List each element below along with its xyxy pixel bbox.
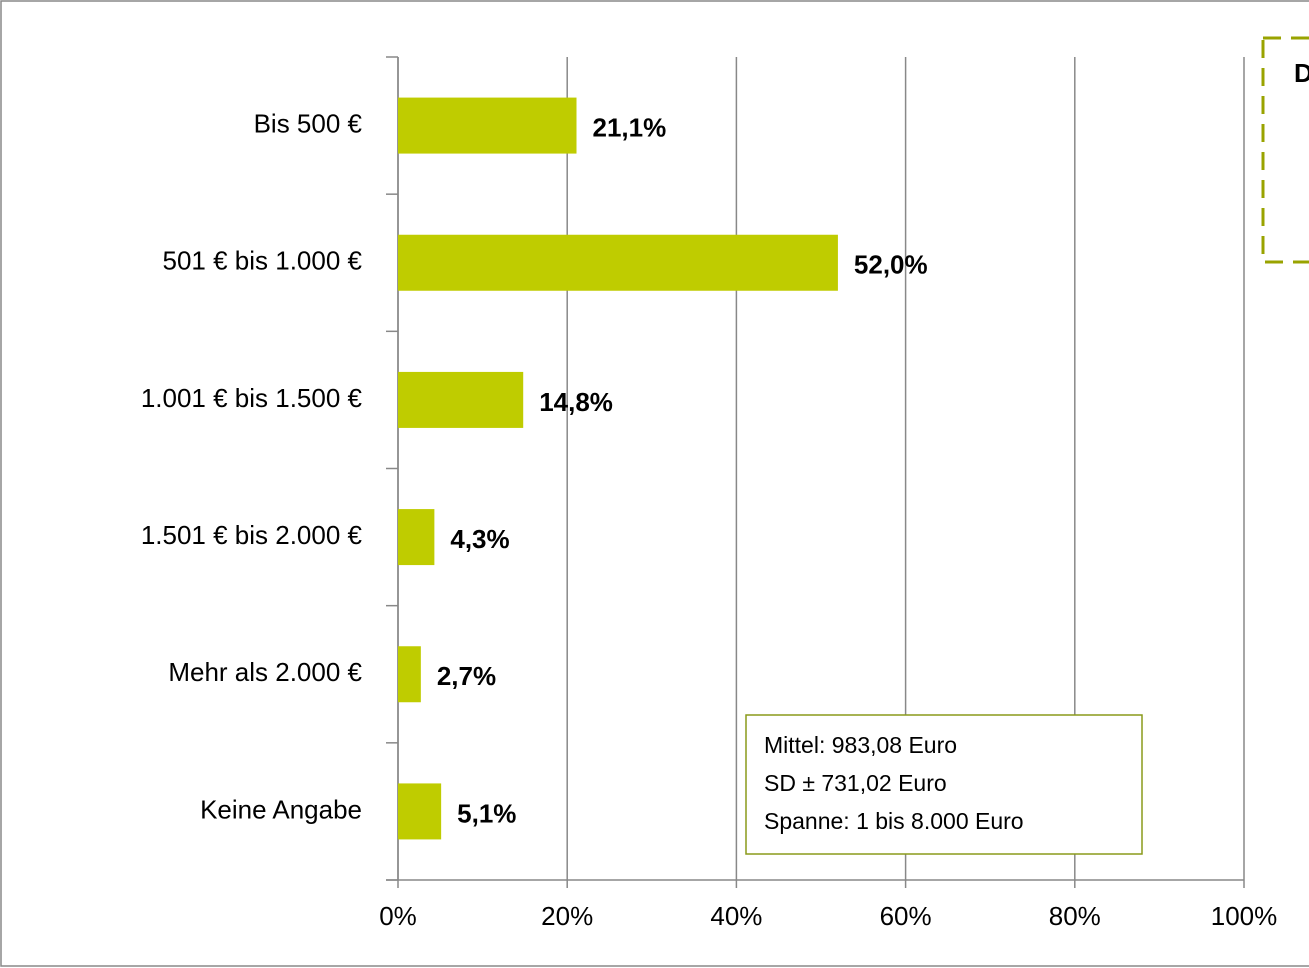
- x-tick-label: 60%: [880, 901, 932, 931]
- x-tick-label: 80%: [1049, 901, 1101, 931]
- value-label: 14,8%: [539, 387, 613, 417]
- stats-text: Spanne: 1 bis 8.000 Euro: [764, 808, 1024, 834]
- bar: [398, 783, 442, 840]
- callout-text: D: [1294, 58, 1309, 88]
- y-tick-label: 1.001 € bis 1.500 €: [141, 383, 363, 413]
- value-label: 52,0%: [854, 250, 928, 280]
- stats-text: Mittel: 983,08 Euro: [764, 732, 957, 758]
- bar: [398, 234, 838, 291]
- value-label: 2,7%: [437, 661, 496, 691]
- x-tick-label: 100%: [1211, 901, 1278, 931]
- bar: [398, 97, 577, 154]
- callout-box: [1261, 36, 1309, 264]
- value-label: 4,3%: [450, 524, 509, 554]
- y-tick-label: 501 € bis 1.000 €: [163, 246, 363, 276]
- y-tick-label: Keine Angabe: [200, 794, 362, 824]
- x-tick-label: 0%: [379, 901, 417, 931]
- y-tick-label: Bis 500 €: [254, 108, 363, 138]
- value-label: 21,1%: [593, 112, 667, 142]
- stats-text: SD ± 731,02 Euro: [764, 770, 947, 796]
- bar: [398, 646, 421, 703]
- bar: [398, 509, 435, 566]
- y-tick-label: 1.501 € bis 2.000 €: [141, 520, 363, 550]
- x-tick-label: 40%: [710, 901, 762, 931]
- y-tick-label: Mehr als 2.000 €: [168, 657, 362, 687]
- value-label: 5,1%: [457, 798, 516, 828]
- stats-box: [745, 714, 1143, 855]
- bar: [398, 371, 524, 428]
- x-tick-label: 20%: [541, 901, 593, 931]
